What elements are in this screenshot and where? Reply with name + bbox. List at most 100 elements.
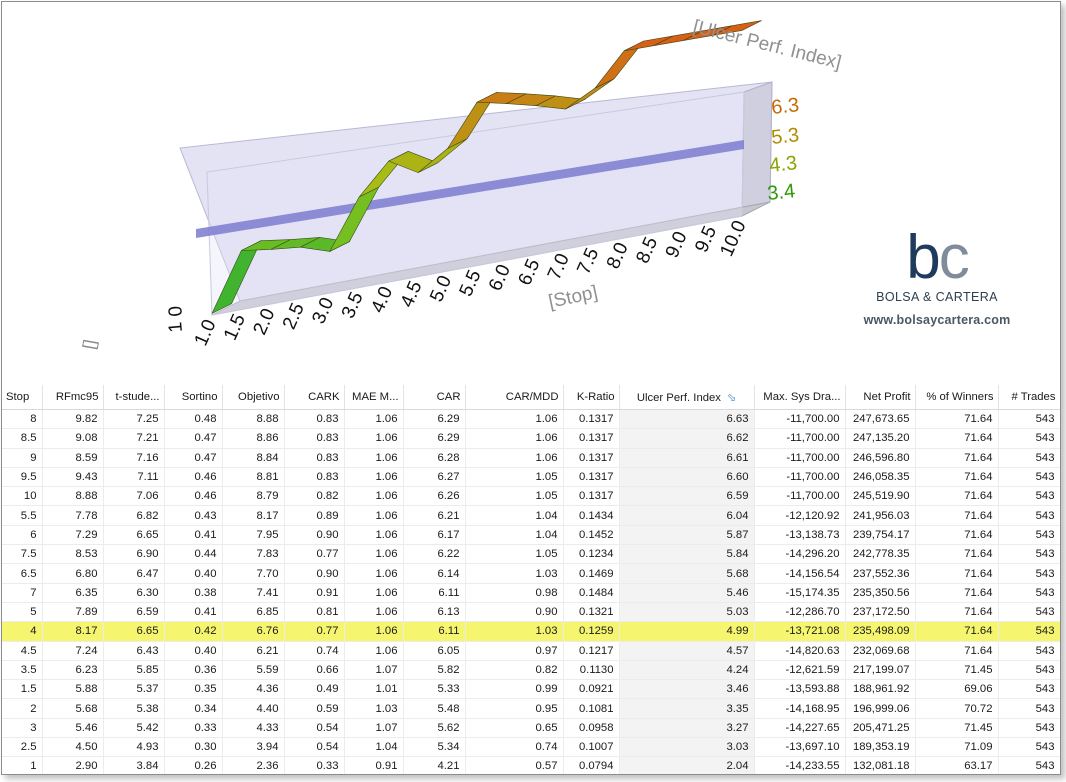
table-row[interactable]: 8.5 9.08 7.21 0.47 8.86 0.83 1.06 6.29 1.06 0.131…	[2, 428, 1060, 449]
column-header-num-trades[interactable]: # Trades	[998, 385, 1060, 410]
table-row[interactable]: 8 9.82 7.25 0.48 8.88 0.83 1.06 6.29 1.06 0.1317 6…	[2, 409, 1060, 430]
x-tick-label: 1.0	[191, 316, 221, 349]
column-header-ulcer-perf-index[interactable]: Ulcer Perf. Index ⬂	[619, 385, 755, 410]
table-cell-rfmc95: 9.08	[42, 428, 104, 449]
column-header-mae-m[interactable]: MAE M...	[344, 385, 404, 410]
table-cell-pct-winners: 70.72	[915, 698, 999, 719]
table-row[interactable]: 4 8.17 6.65 0.42 6.76 0.77 1.06 6.11 1.03 0.1259 4…	[2, 621, 1060, 642]
table-cell-mae-m: 1.06	[344, 428, 404, 449]
table-cell-t-student: 6.47	[103, 563, 165, 584]
table-cell-k-ratio: 0.1234	[563, 544, 620, 565]
table-cell-stop: 9.5	[2, 467, 43, 488]
table-cell-mae-m: 0.91	[344, 756, 404, 774]
table-cell-net-profit: 245,519.90	[845, 486, 916, 507]
column-header-sortino[interactable]: Sortino	[164, 385, 223, 410]
table-cell-num-trades: 543	[998, 467, 1060, 488]
table-cell-pct-winners: 71.09	[915, 737, 999, 758]
table-cell-net-profit: 189,353.19	[845, 737, 916, 758]
x-tick-label: 8.0	[603, 239, 633, 272]
table-row[interactable]: 7 6.35 6.30 0.38 7.41 0.91 1.06 6.11 0.98 0.1484 5…	[2, 583, 1060, 603]
table-row[interactable]: 9 8.59 7.16 0.47 8.84 0.83 1.06 6.28 1.06 0.1317 6…	[2, 448, 1060, 468]
table-cell-k-ratio: 0.1130	[563, 660, 620, 681]
table-cell-pct-winners: 71.64	[915, 448, 999, 468]
table-cell-ulcer-perf-index: 3.35	[619, 698, 755, 719]
table-row[interactable]: 5 7.89 6.59 0.41 6.85 0.81 1.06 6.13 0.90 0.1321 5…	[2, 602, 1060, 623]
table-cell-mae-m: 1.06	[344, 525, 404, 546]
table-row[interactable]: 4.5 7.24 6.43 0.40 6.21 0.74 1.06 6.05 0.97 0.121…	[2, 641, 1060, 661]
table-cell-net-profit: 217,199.07	[845, 660, 916, 681]
table-cell-k-ratio: 0.1452	[563, 525, 620, 546]
3d-chart-area[interactable]: 1.0 1.5 2.0 2.5 3.0 3.5 4.0 4.5 5.0 5.5 6.0 6.5 7.0 7…	[2, 2, 1060, 380]
table-row[interactable]: 3.5 6.23 5.85 0.36 5.59 0.66 1.07 5.82 0.82 0.113…	[2, 660, 1060, 681]
sort-descending-icon[interactable]: ⬂	[726, 391, 737, 404]
table-cell-sortino: 0.47	[164, 428, 223, 449]
table-row[interactable]: 5.5 7.78 6.82 0.43 8.17 0.89 1.06 6.21 1.04 0.143…	[2, 505, 1060, 526]
column-header-max-sys-drawdown[interactable]: Max. Sys Dra...	[754, 385, 846, 410]
table-cell-mae-m: 1.01	[344, 679, 404, 700]
table-cell-mae-m: 1.07	[344, 660, 404, 681]
table-cell-objetivo: 2.36	[222, 756, 285, 774]
table-cell-ulcer-perf-index: 3.46	[619, 679, 755, 700]
table-cell-car: 4.21	[403, 756, 466, 774]
table-cell-k-ratio: 0.0921	[563, 679, 620, 700]
table-cell-car: 6.26	[403, 486, 466, 507]
column-header-stop[interactable]: Stop	[2, 385, 43, 410]
table-cell-cark: 0.83	[284, 409, 345, 430]
table-cell-car-mdd: 0.98	[465, 583, 564, 603]
table-cell-car: 5.82	[403, 660, 466, 681]
table-row[interactable]: 6 7.29 6.65 0.41 7.95 0.90 1.06 6.17 1.04 0.1452 5…	[2, 525, 1060, 546]
table-row[interactable]: 2 5.68 5.38 0.34 4.40 0.59 1.03 5.48 0.95 0.1081 3…	[2, 698, 1060, 719]
table-row[interactable]: 2.5 4.50 4.93 0.30 3.94 0.54 1.04 5.34 0.74 0.100…	[2, 737, 1060, 758]
table-cell-rfmc95: 8.59	[42, 448, 104, 468]
table-cell-rfmc95: 9.43	[42, 467, 104, 488]
column-header-car-mdd[interactable]: CAR/MDD	[465, 385, 564, 410]
column-header-net-profit[interactable]: Net Profit	[845, 385, 916, 410]
table-cell-car: 6.14	[403, 563, 466, 584]
table-cell-stop: 3.5	[2, 660, 43, 681]
table-cell-mae-m: 1.06	[344, 544, 404, 565]
column-header-k-ratio[interactable]: K-Ratio	[563, 385, 620, 410]
line-segment-17[interactable]	[712, 20, 762, 36]
table-cell-mae-m: 1.04	[344, 737, 404, 758]
table-cell-num-trades: 543	[998, 621, 1060, 642]
column-header-pct-winners[interactable]: % of Winners	[915, 385, 999, 410]
table-cell-pct-winners: 71.64	[915, 486, 999, 507]
table-cell-mae-m: 1.06	[344, 448, 404, 468]
column-header-car[interactable]: CAR	[403, 385, 466, 410]
y-tick-label: 0	[165, 305, 187, 317]
table-row[interactable]: 1 2.90 3.84 0.26 2.36 0.33 0.91 4.21 0.57 0.0794 2…	[2, 756, 1060, 774]
x-tick-label: 6.5	[515, 256, 545, 289]
table-row[interactable]: 6.5 6.80 6.47 0.40 7.70 0.90 1.06 6.14 1.03 0.146…	[2, 563, 1060, 584]
table-cell-t-student: 6.30	[103, 583, 165, 603]
column-header-cark[interactable]: CARK	[284, 385, 345, 410]
table-cell-pct-winners: 71.45	[915, 718, 999, 739]
table-row[interactable]: 3 5.46 5.42 0.33 4.33 0.54 1.07 5.62 0.65 0.0958 3…	[2, 718, 1060, 739]
column-header-objetivo[interactable]: Objetivo	[222, 385, 285, 410]
table-cell-ulcer-perf-index: 6.04	[619, 505, 755, 526]
table-cell-k-ratio: 0.1434	[563, 505, 620, 526]
table-row[interactable]: 1.5 5.88 5.37 0.35 4.36 0.49 1.01 5.33 0.99 0.092…	[2, 679, 1060, 700]
table-row[interactable]: 10 8.88 7.06 0.46 8.79 0.82 1.06 6.26 1.05 0.1317…	[2, 486, 1060, 507]
table-cell-pct-winners: 71.64	[915, 525, 999, 546]
table-cell-car-mdd: 1.04	[465, 505, 564, 526]
3d-line-chart[interactable]: 1.0 1.5 2.0 2.5 3.0 3.5 4.0 4.5 5.0 5.5 6.0 6.5 7.0 7…	[2, 2, 1060, 380]
table-cell-pct-winners: 71.64	[915, 641, 999, 661]
table-cell-stop: 2	[2, 698, 43, 719]
table-cell-stop: 6.5	[2, 563, 43, 584]
table-cell-stop: 2.5	[2, 737, 43, 758]
column-header-rfmc95[interactable]: RFmc95	[42, 385, 104, 410]
table-cell-k-ratio: 0.0958	[563, 718, 620, 739]
table-cell-rfmc95: 2.90	[42, 756, 104, 774]
table-row[interactable]: 7.5 8.53 6.90 0.44 7.83 0.77 1.06 6.22 1.05 0.123…	[2, 544, 1060, 565]
table-cell-t-student: 5.85	[103, 660, 165, 681]
table-cell-car-mdd: 0.99	[465, 679, 564, 700]
table-cell-stop: 4.5	[2, 641, 43, 661]
table-row[interactable]: 9.5 9.43 7.11 0.46 8.81 0.83 1.06 6.27 1.05 0.131…	[2, 467, 1060, 488]
x-tick-label: 9.0	[662, 228, 692, 261]
table-cell-max-sys-drawdown: -12,286.70	[754, 602, 846, 623]
column-header-t-student[interactable]: t-stude...	[103, 385, 165, 410]
table-cell-k-ratio: 0.1317	[563, 428, 620, 449]
logo-url: www.bolsaycartera.com	[863, 313, 1011, 327]
table-cell-car-mdd: 1.06	[465, 409, 564, 430]
table-cell-car-mdd: 1.06	[465, 428, 564, 449]
